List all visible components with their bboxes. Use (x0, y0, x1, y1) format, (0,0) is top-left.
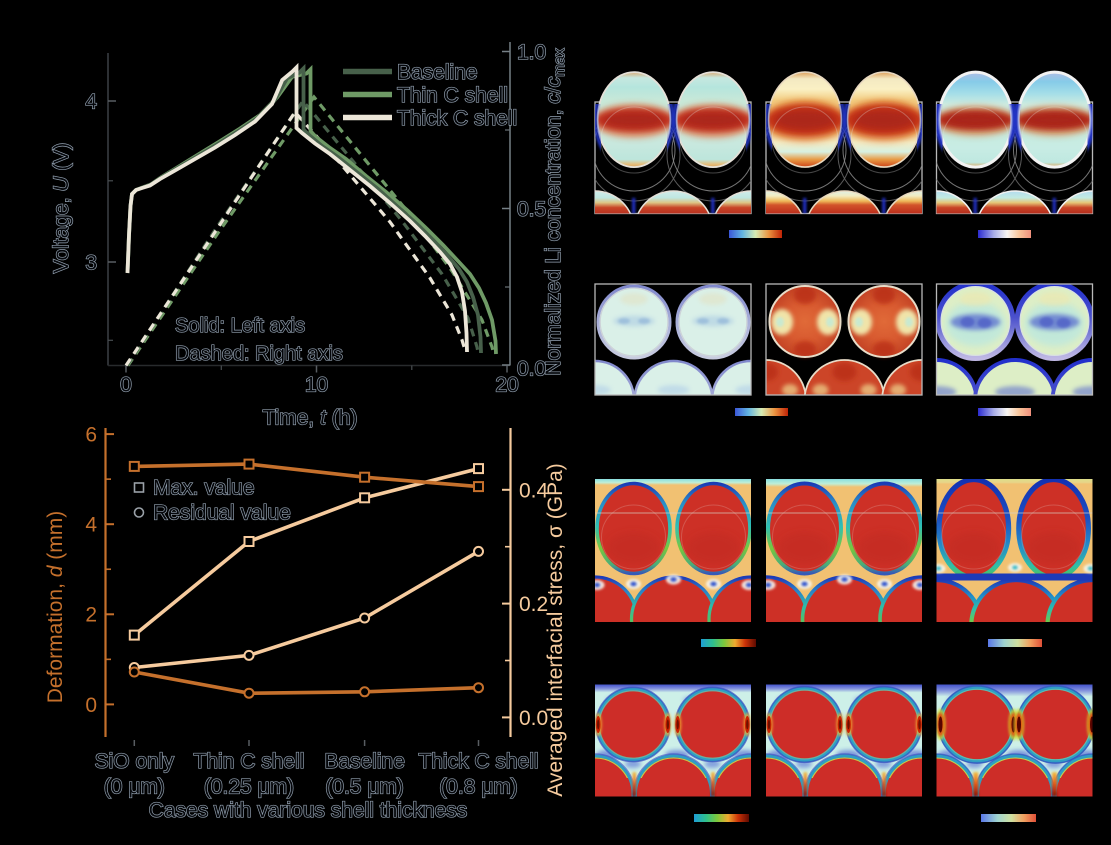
svg-text:Voltage, U (V): Voltage, U (V) (50, 143, 73, 274)
svg-text:(0 μm): (0 μm) (104, 776, 165, 799)
svg-text:Baseline: Baseline (397, 61, 478, 84)
svg-text:4: 4 (85, 91, 97, 114)
svg-text:Baseline: Baseline (324, 750, 405, 773)
svg-text:(0.8 μm): (0.8 μm) (439, 776, 518, 799)
svg-text:Thick C shell: Thick C shell (397, 107, 517, 130)
svg-text:Residual value: Residual value (153, 502, 291, 525)
svg-text:0.2: 0.2 (519, 593, 548, 616)
svg-text:3: 3 (85, 252, 97, 275)
svg-text:Averaged interfacial stress, σ: Averaged interfacial stress, σ (GPa) (544, 463, 567, 797)
svg-text:0: 0 (85, 694, 97, 717)
svg-text:Cases with various shell thick: Cases with various shell thickness (149, 799, 468, 822)
svg-text:0.0: 0.0 (517, 358, 546, 381)
svg-text:Normalized Li concentration, c: Normalized Li concentration, c/cmax (542, 48, 568, 376)
svg-text:4: 4 (85, 514, 97, 537)
svg-text:1.0: 1.0 (517, 41, 546, 64)
svg-text:0.5: 0.5 (517, 198, 546, 221)
svg-text:2: 2 (85, 604, 97, 627)
svg-text:(0.5 μm): (0.5 μm) (325, 776, 404, 799)
svg-text:20: 20 (495, 374, 518, 397)
svg-text:Solid: Left axis: Solid: Left axis (175, 315, 305, 337)
svg-text:Thin C shell: Thin C shell (194, 750, 305, 773)
svg-text:Thick C shell: Thick C shell (418, 750, 538, 773)
svg-text:Max. value: Max. value (153, 477, 255, 500)
svg-text:Dashed: Right axis: Dashed: Right axis (175, 343, 343, 365)
svg-text:10: 10 (305, 374, 328, 397)
svg-text:Thin C shell: Thin C shell (397, 84, 508, 107)
svg-text:0.4: 0.4 (519, 479, 549, 502)
svg-text:Time, t (h): Time, t (h) (263, 407, 358, 430)
svg-text:Deformation, d (mm): Deformation, d (mm) (44, 511, 67, 704)
svg-text:0: 0 (120, 374, 132, 397)
svg-text:6: 6 (85, 424, 97, 447)
svg-text:(0.25 μm): (0.25 μm) (204, 776, 294, 799)
svg-text:0.0: 0.0 (519, 707, 548, 730)
svg-text:SiO only: SiO only (95, 750, 175, 773)
